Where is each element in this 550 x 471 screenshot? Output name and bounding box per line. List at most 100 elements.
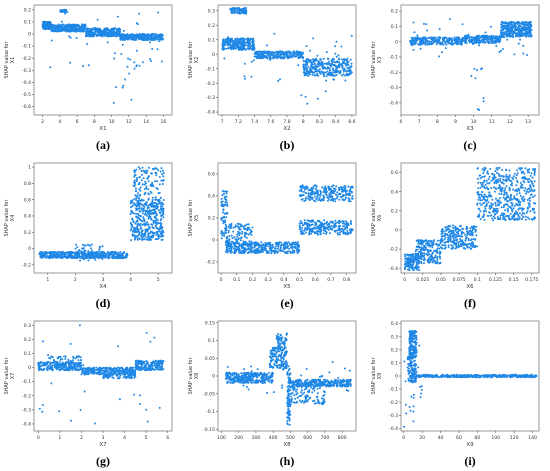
data-point [109, 251, 112, 253]
data-point [324, 90, 327, 93]
data-point [438, 36, 441, 39]
data-point [338, 65, 341, 68]
data-point [115, 32, 118, 35]
data-point [323, 75, 326, 78]
data-point [487, 40, 490, 43]
data-point [319, 192, 322, 195]
data-point [146, 34, 149, 37]
x-tick-label: 4 [129, 277, 132, 283]
data-point [135, 220, 138, 223]
data-point [53, 256, 56, 259]
data-point [227, 231, 230, 234]
data-point [162, 169, 164, 172]
data-point [412, 41, 415, 43]
y-tick-label: 0.2 [24, 230, 31, 236]
data-point [495, 45, 498, 47]
data-point [142, 169, 145, 172]
data-point [138, 12, 141, 15]
data-point [269, 58, 272, 61]
data-point [527, 24, 530, 27]
data-point [159, 235, 162, 238]
y-axis-label-feature: X4 [10, 215, 16, 222]
data-point [277, 245, 280, 248]
y-axis-label-feature: X2 [194, 57, 200, 64]
data-point [112, 28, 115, 31]
data-point [130, 239, 133, 242]
y-axis-label: SHAP value for [4, 199, 10, 237]
data-point [138, 176, 141, 179]
data-point [130, 98, 133, 101]
data-point [343, 67, 346, 70]
data-point [321, 186, 324, 189]
data-point [335, 40, 338, 43]
data-point [61, 252, 64, 255]
data-point [524, 23, 527, 26]
data-point [328, 67, 331, 70]
data-point [244, 250, 247, 253]
data-point [239, 237, 242, 240]
data-point [426, 43, 429, 46]
data-point [128, 72, 131, 75]
x-tick-label: 2 [74, 277, 77, 283]
data-point [119, 251, 122, 253]
data-point [151, 226, 154, 229]
data-point [415, 40, 417, 43]
data-point [339, 69, 342, 72]
data-point [73, 28, 76, 31]
data-point [161, 226, 164, 229]
data-point [241, 230, 244, 233]
data-point [143, 203, 146, 206]
data-point [113, 57, 116, 60]
data-point [270, 52, 272, 55]
data-point [482, 97, 485, 99]
data-point [75, 25, 78, 28]
data-point [414, 37, 417, 40]
data-point [68, 35, 71, 38]
data-point [115, 35, 118, 38]
x-axis-label: X1 [99, 126, 106, 132]
data-point [138, 183, 140, 186]
data-point [127, 38, 129, 41]
data-point [284, 52, 287, 55]
y-tick-label: -0.4 [389, 100, 398, 106]
data-point [130, 33, 133, 36]
x-tick-label: 7.2 [235, 119, 242, 125]
data-point [320, 70, 323, 73]
data-point [136, 236, 139, 239]
data-point [75, 37, 78, 39]
data-point [142, 207, 145, 210]
data-point [433, 39, 436, 42]
data-point [303, 66, 306, 69]
data-point [527, 28, 530, 31]
data-point [136, 238, 139, 241]
data-point [77, 27, 80, 30]
data-point [136, 33, 139, 36]
data-point [220, 197, 223, 200]
data-point [438, 55, 441, 58]
data-point [325, 193, 328, 195]
data-point [139, 222, 142, 225]
data-point [247, 42, 250, 45]
data-point [226, 251, 229, 254]
data-point [64, 29, 67, 32]
data-point [347, 63, 350, 66]
data-point [244, 7, 247, 10]
data-point [478, 109, 481, 111]
data-point [153, 216, 156, 218]
data-point [280, 243, 283, 246]
x-tick-label: 8 [436, 119, 439, 125]
data-point [145, 169, 147, 172]
data-point [92, 28, 95, 31]
data-point [315, 74, 318, 77]
data-point [302, 71, 305, 74]
data-point [238, 250, 241, 253]
data-point [333, 78, 335, 81]
data-point [263, 52, 266, 55]
data-point [159, 37, 162, 40]
data-point [236, 225, 239, 228]
data-point [97, 250, 100, 253]
plot-frame [400, 4, 540, 116]
data-point [119, 38, 122, 41]
data-point [54, 30, 57, 33]
data-point [335, 197, 338, 200]
